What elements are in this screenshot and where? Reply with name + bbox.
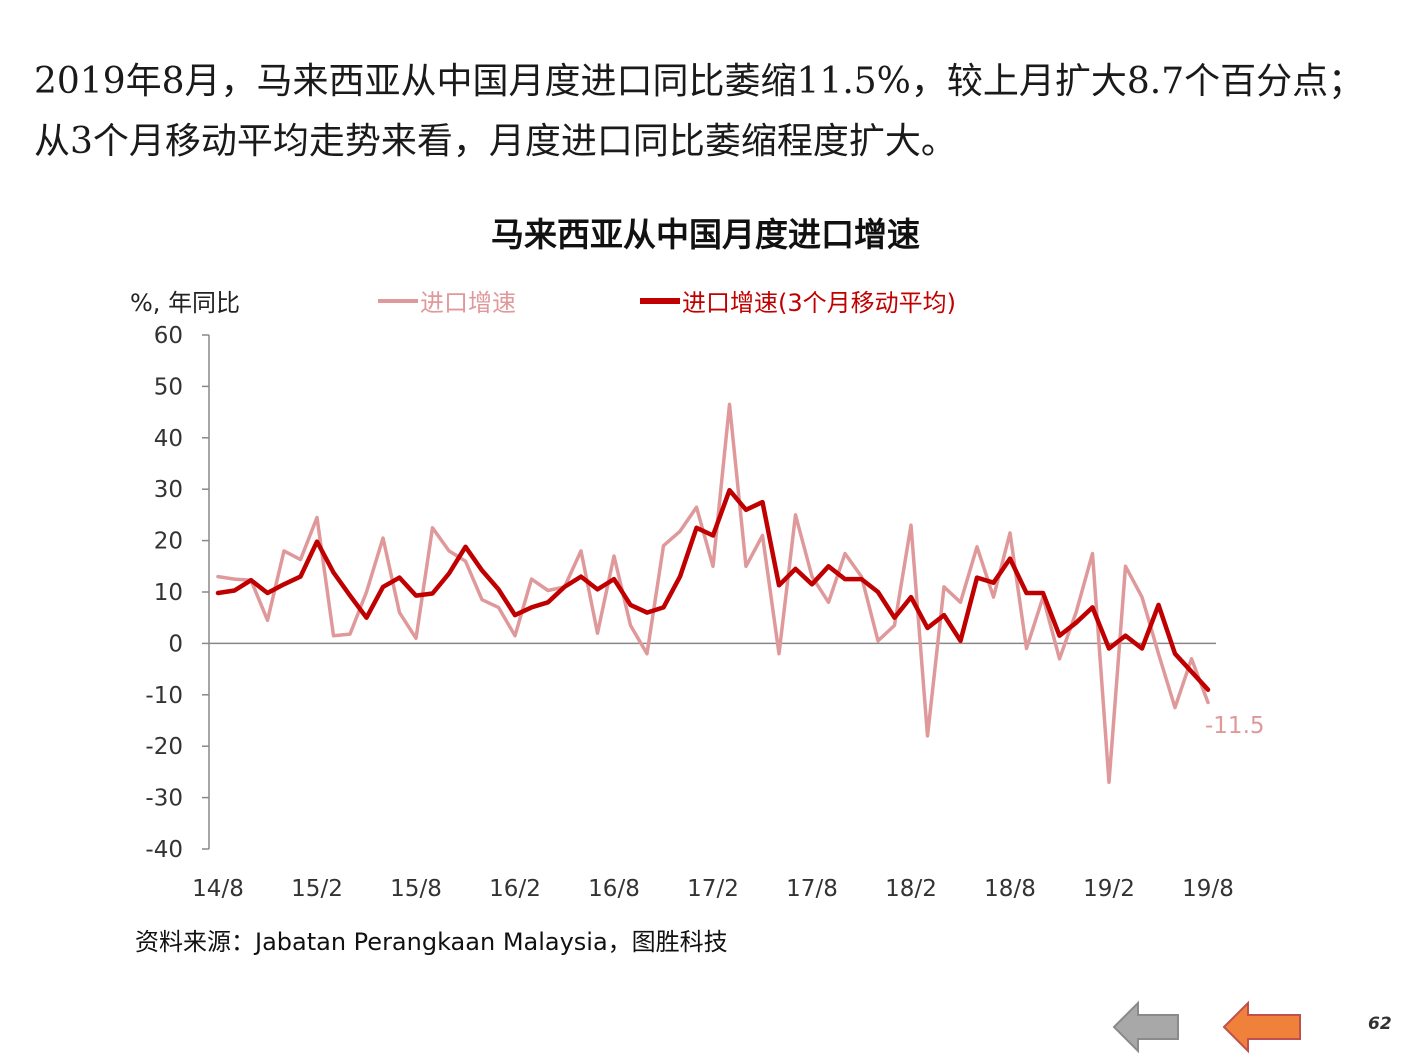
series-line-moving-average (215, 487, 1211, 692)
legend-swatch-moving-average (640, 297, 680, 304)
left-arrow-orange-icon (1222, 1000, 1301, 1054)
legend-item-moving-average: 进口增速(3个月移动平均) (640, 283, 956, 318)
x-tick-label: 15/2 (291, 876, 343, 902)
y-tick-label: -30 (145, 786, 183, 812)
y-axis-unit-label: %, 年同比 (130, 289, 241, 317)
y-tick-label: 60 (154, 323, 183, 349)
legend-swatch-monthly (378, 298, 418, 303)
y-tick-label: 10 (154, 580, 183, 606)
legend-label-monthly: 进口增速 (420, 289, 516, 317)
left-arrow-gray-icon (1112, 1000, 1179, 1054)
next-page-button[interactable] (1222, 997, 1301, 1057)
x-tick-label: 17/2 (687, 876, 739, 902)
y-tick-label: -40 (145, 837, 183, 863)
x-tick-label: 16/2 (489, 876, 541, 902)
x-tick-label: 18/2 (885, 876, 937, 902)
x-tick-label: 17/8 (786, 876, 838, 902)
y-tick-label: 0 (168, 631, 183, 657)
x-tick-label: 18/8 (984, 876, 1036, 902)
y-tick-label: 30 (154, 477, 183, 503)
previous-page-button[interactable] (1112, 997, 1182, 1057)
legend-item-monthly: 进口增速 (378, 283, 516, 318)
x-tick-label: 14/8 (192, 876, 244, 902)
data-label-last-value: -11.5 (1205, 713, 1265, 739)
x-tick-label: 19/8 (1182, 876, 1234, 902)
legend-label-moving-average: 进口增速(3个月移动平均) (682, 289, 956, 317)
y-tick-label: 20 (154, 529, 183, 555)
y-tick-label: 40 (154, 426, 183, 452)
y-tick-label: -10 (145, 683, 183, 709)
source-note: 资料来源：Jabatan Perangkaan Malaysia，图胜科技 (135, 928, 728, 956)
y-tick-label: -20 (145, 734, 183, 760)
y-tick-label: 50 (154, 374, 183, 400)
chart-title: 马来西亚从中国月度进口增速 (491, 215, 920, 254)
headline-text: 2019年8月，马来西亚从中国月度进口同比萎缩11.5%，较上月扩大8.7个百分… (34, 61, 1365, 162)
x-tick-label: 16/8 (588, 876, 640, 902)
series-line-monthly (216, 402, 1210, 784)
page-number: 62 (1368, 1014, 1392, 1034)
x-tick-label: 15/8 (390, 876, 442, 902)
x-tick-label: 19/2 (1083, 876, 1135, 902)
